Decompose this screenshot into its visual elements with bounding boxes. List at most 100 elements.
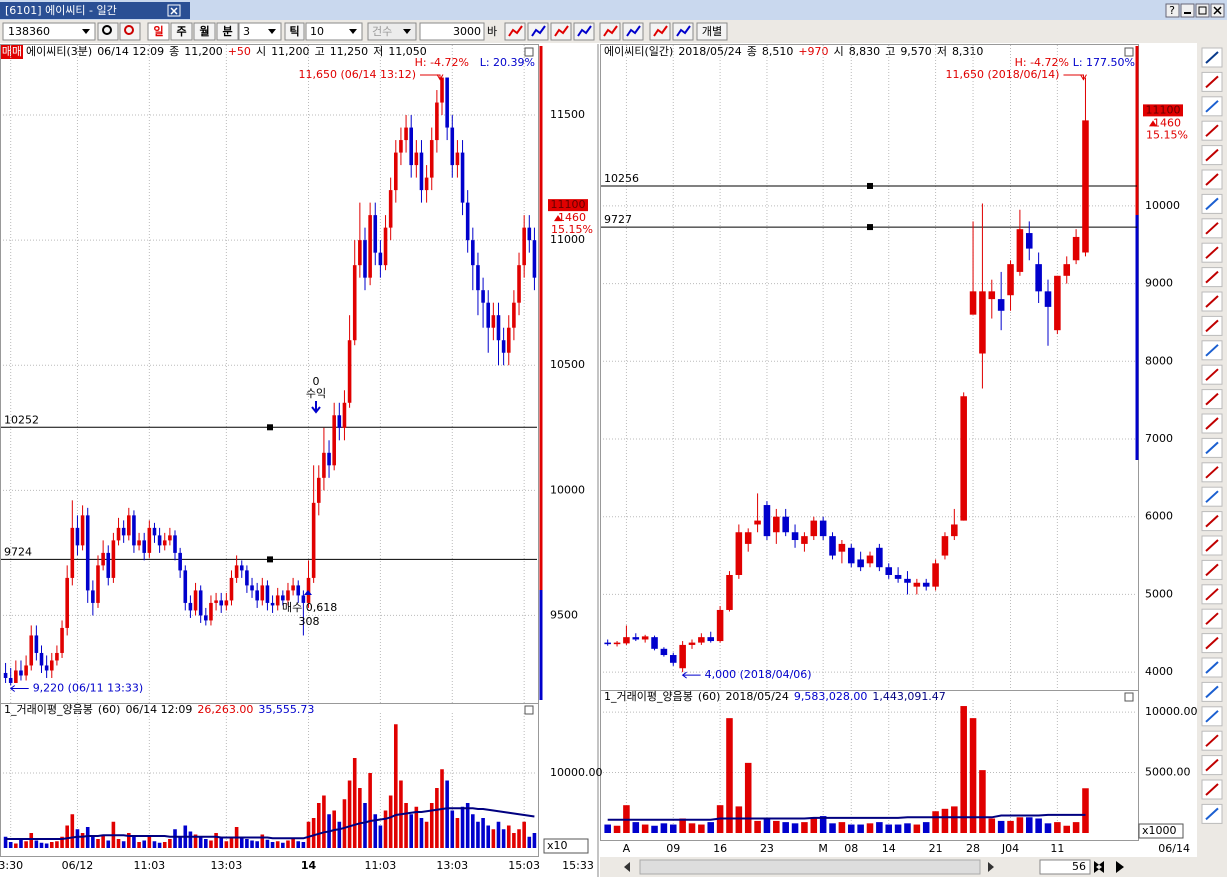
reference-handle[interactable] (267, 424, 273, 431)
candle-body (44, 665, 49, 671)
period-button[interactable] (193, 22, 216, 41)
panel-button[interactable] (1124, 47, 1134, 57)
candle-body (142, 540, 146, 553)
side-icon (1205, 148, 1219, 162)
volume-bar (388, 795, 393, 848)
volume-bar (368, 773, 372, 848)
volume-bar (363, 803, 367, 848)
volume-bar (801, 822, 808, 833)
candle-body (178, 552, 182, 571)
header-text: 고 (315, 45, 325, 58)
volume-bar (501, 829, 506, 848)
volume-bar (373, 814, 378, 848)
candle-body (857, 559, 864, 568)
period-button[interactable] (216, 22, 239, 41)
side-icon (1205, 685, 1219, 699)
candle-body (688, 642, 696, 645)
x-tick-label: 15:03 (508, 859, 540, 872)
reference-handle[interactable] (867, 182, 873, 189)
volume-bar (127, 833, 131, 848)
volume-bar (142, 840, 146, 848)
volume-bar (641, 824, 649, 833)
volume-bar (106, 840, 111, 848)
panel-button[interactable] (524, 47, 534, 57)
help-button[interactable] (1165, 3, 1180, 18)
candle-body (481, 290, 485, 303)
toolbar-items: 138360 일 주 월 분 3 틱 10 건수 3000 바 개별 (2, 22, 728, 41)
period-button[interactable] (147, 22, 170, 41)
volume-bar (286, 840, 290, 848)
side-icon (1205, 612, 1219, 625)
charts: 매매 에이씨티(3분) 06/14 12:09 종 11,200 +50 시 11,200 고 1… (0, 44, 1198, 872)
volume-bar (394, 724, 398, 848)
volume-bar (819, 816, 827, 833)
y-tick-label: 11000 (550, 233, 585, 246)
scroll-arrows[interactable] (1094, 861, 1124, 873)
volume-bar (229, 838, 234, 848)
reference-handle[interactable] (867, 224, 873, 231)
volume-bar (414, 806, 419, 848)
high-label: 11,650 (2018/06/14) (945, 68, 1059, 81)
volume-bar (101, 834, 105, 848)
candle-body (368, 215, 372, 278)
candle-body (347, 340, 352, 403)
buy-arrow (304, 590, 312, 595)
panel-button[interactable] (1124, 692, 1134, 702)
volume-bar (91, 836, 95, 848)
y-tick-label: 4000 (1145, 665, 1173, 678)
volume-bar (913, 824, 921, 833)
code-combo[interactable] (2, 22, 96, 41)
price-panel (600, 44, 1139, 691)
candle-body (111, 540, 116, 578)
candle-body (773, 516, 780, 533)
volume-bar (419, 818, 424, 848)
panel-button[interactable] (524, 705, 534, 715)
scroll-track[interactable] (639, 859, 981, 875)
search-icon (102, 25, 112, 35)
tick-combo[interactable] (305, 22, 363, 41)
volume-bar (960, 706, 967, 833)
tool-icon (676, 25, 691, 37)
candle-body (80, 515, 85, 546)
maximize-button[interactable] (1195, 3, 1210, 18)
count-input[interactable] (419, 22, 485, 41)
tick-button[interactable] (284, 22, 305, 41)
minimize-button[interactable] (1180, 3, 1195, 18)
candle-body (234, 565, 239, 578)
side-icon (1205, 539, 1219, 552)
volume-bar (688, 823, 696, 833)
volume-bar (1035, 818, 1042, 833)
y-tick-label: 10000 (1145, 199, 1180, 212)
period-button[interactable] (170, 22, 193, 41)
candle-body (460, 152, 465, 203)
y-tick-label: 10000.00 (1145, 705, 1198, 718)
count-combo[interactable] (367, 22, 417, 41)
y-tick-label: 9000 (1145, 277, 1173, 290)
candle-body (322, 452, 326, 478)
candle-body (75, 527, 80, 546)
window-title: [6101] 에이씨티 - 일간 (5, 3, 117, 17)
volume-bar (322, 795, 326, 848)
candle-body (342, 402, 347, 428)
volume-bar (496, 821, 501, 848)
volume-bar (1016, 817, 1024, 833)
volume-bar (337, 821, 342, 848)
volume-bar (404, 803, 408, 848)
candle-body (245, 570, 249, 586)
candle-body (707, 637, 715, 642)
candle-body (34, 635, 39, 653)
x-tick-label: 11 (1050, 842, 1064, 855)
code: 138360 (8, 25, 50, 38)
unit: x10 (547, 839, 568, 852)
volume-bar (791, 823, 799, 833)
x-tick-label: J04 (1001, 842, 1019, 855)
header-text: 11,200 (271, 45, 310, 58)
reference-handle[interactable] (267, 556, 273, 563)
separate-button[interactable] (696, 22, 728, 41)
candle-body (517, 265, 521, 303)
bars-box[interactable] (1039, 859, 1091, 875)
volume-bar (632, 822, 640, 833)
candle-body (1035, 264, 1042, 292)
period-combo[interactable] (238, 22, 282, 41)
